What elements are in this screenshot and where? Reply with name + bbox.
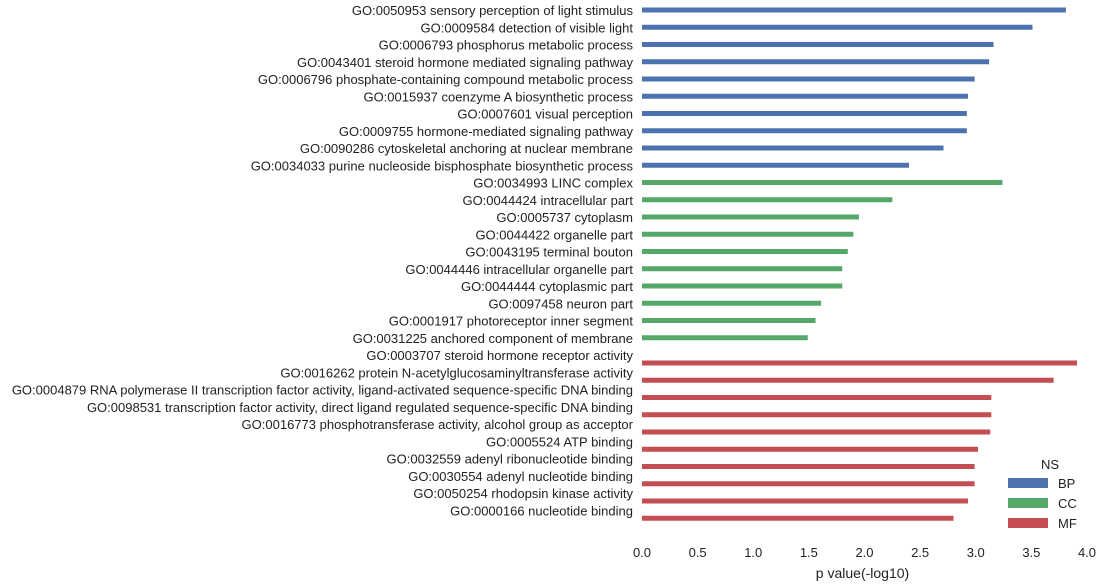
category-label: GO:0005524 ATP binding (486, 434, 633, 449)
category-label: GO:0030554 adenyl nucleotide binding (408, 469, 633, 484)
bar-bp (642, 111, 967, 116)
x-tick-label: 3.5 (1022, 545, 1040, 560)
x-tick-label: 2.0 (855, 545, 873, 560)
category-labels-group: GO:0050953 sensory perception of light s… (12, 3, 634, 518)
category-label: GO:0032559 adenyl ribonucleotide binding (387, 452, 633, 467)
bar-bp (642, 59, 990, 65)
x-tick-label: 4.0 (1078, 545, 1096, 560)
category-label: GO:0016262 protein N-acetylglucosaminylt… (280, 365, 633, 380)
category-label: GO:0043195 terminal bouton (465, 245, 633, 260)
legend-label-mf: MF (1058, 516, 1077, 531)
category-label: GO:0004879 RNA polymerase II transcripti… (12, 383, 633, 398)
bar-mf (642, 446, 978, 452)
x-tick-label: 1.5 (800, 545, 818, 560)
bar-mf (642, 412, 992, 418)
bar-bp (642, 128, 967, 134)
category-label: GO:0098531 transcription factor activity… (87, 400, 633, 415)
bar-bp (642, 42, 994, 47)
legend-swatch-mf (1008, 518, 1048, 528)
category-label: GO:0043401 steroid hormone mediated sign… (297, 55, 634, 70)
category-label: GO:0050953 sensory perception of light s… (352, 3, 634, 18)
bar-cc (642, 214, 859, 220)
bar-cc (642, 283, 843, 289)
legend-swatch-bp (1008, 478, 1048, 488)
bar-cc (642, 266, 843, 272)
category-label: GO:0003707 steroid hormone receptor acti… (366, 348, 633, 363)
x-tick-label: 1.0 (744, 545, 762, 560)
bar-mf (642, 481, 975, 487)
x-tick-label: 3.0 (967, 545, 985, 560)
category-label: GO:0000166 nucleotide binding (450, 503, 633, 518)
category-label: GO:0009755 hormone-mediated signaling pa… (339, 124, 634, 139)
bar-cc (642, 231, 854, 237)
legend-label-cc: CC (1058, 496, 1077, 511)
category-label: GO:0034993 LINC complex (473, 176, 633, 191)
legend-title: NS (1041, 457, 1059, 472)
bar-bp (642, 93, 968, 99)
legend-swatch-cc (1008, 498, 1048, 508)
category-label: GO:0090286 cytoskeletal anchoring at nuc… (300, 141, 633, 156)
bar-mf (642, 429, 991, 435)
legend-label-bp: BP (1058, 476, 1075, 491)
bar-mf (642, 464, 975, 469)
bar-bp (642, 162, 909, 168)
category-label: GO:0031225 anchored component of membran… (353, 331, 633, 346)
bar-bp (642, 76, 975, 82)
category-label: GO:0050254 rhodopsin kinase activity (413, 486, 633, 501)
category-label: GO:0034033 purine nucleoside bisphosphat… (251, 158, 634, 173)
bar-cc (642, 197, 893, 203)
category-label: GO:0097458 neuron part (488, 296, 633, 311)
bar-bp (642, 7, 1066, 13)
bars-group (642, 7, 1077, 521)
bar-mf (642, 377, 1054, 383)
x-tick-label: 0.5 (689, 545, 707, 560)
bar-bp (642, 145, 944, 151)
category-label: GO:0006793 phosphorus metabolic process (379, 38, 634, 53)
bar-cc (642, 335, 808, 341)
x-tick-label: 2.5 (911, 545, 929, 560)
category-label: GO:0005737 cytoplasm (496, 210, 633, 225)
bar-cc (642, 300, 822, 306)
category-label: GO:0015937 coenzyme A biosynthetic proce… (363, 89, 633, 104)
category-label: GO:0044446 intracellular organelle part (405, 262, 633, 277)
category-label: GO:0006796 phosphate-containing compound… (258, 72, 634, 87)
bar-mf (642, 515, 954, 521)
category-label: GO:0016773 phosphotransferase activity, … (242, 417, 634, 432)
bar-mf (642, 360, 1077, 366)
category-label: GO:0044424 intracellular part (462, 193, 633, 208)
category-label: GO:0001917 photoreceptor inner segment (389, 314, 634, 329)
category-label: GO:0044422 organelle part (475, 227, 633, 242)
bar-mf (642, 395, 992, 400)
bar-cc (642, 249, 848, 254)
category-label: GO:0044444 cytoplasmic part (461, 279, 633, 294)
x-axis-label: p value(-log10) (816, 565, 909, 581)
legend: NS BP CC MF (1008, 457, 1077, 531)
bar-bp (642, 24, 1033, 30)
bar-cc (642, 318, 816, 323)
category-label: GO:0009584 detection of visible light (421, 20, 634, 35)
x-tick-label: 0.0 (633, 545, 651, 560)
category-label: GO:0007601 visual perception (457, 107, 633, 122)
bar-cc (642, 180, 1003, 185)
bar-mf (642, 498, 968, 504)
x-tick-labels-group: 0.0 0.5 1.0 1.5 2.0 2.5 3.0 3.5 4.0 (633, 545, 1096, 560)
